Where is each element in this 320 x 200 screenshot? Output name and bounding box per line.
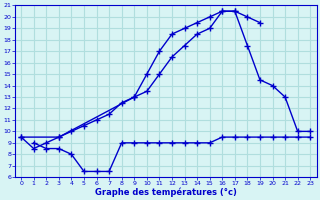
X-axis label: Graphe des températures (°c): Graphe des températures (°c) — [95, 187, 236, 197]
